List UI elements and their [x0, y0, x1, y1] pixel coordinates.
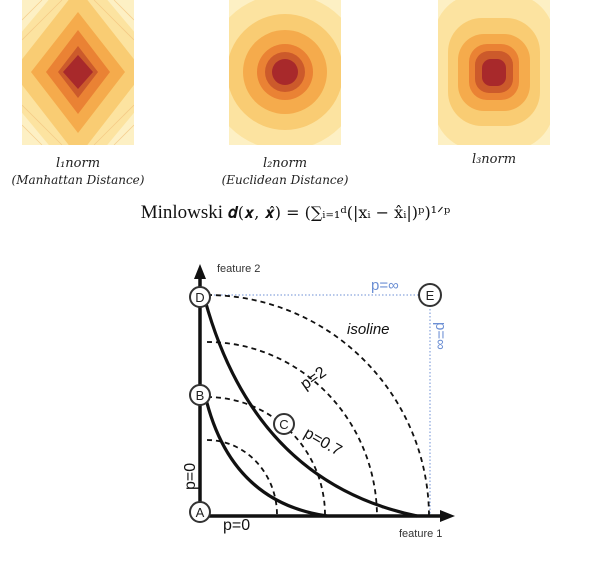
euclidean-contours — [229, 0, 341, 145]
euclidean-label: l₂norm (Euclidean Distance) — [215, 152, 355, 187]
point-c: C — [273, 413, 295, 435]
l3-norm-label: l₃norm — [471, 152, 517, 167]
axis-label-feature-1: feature 1 — [399, 528, 442, 540]
euclidean-norm-label: l₂norm — [262, 156, 308, 171]
isoline-p2-outer — [206, 294, 430, 517]
dashed-isolines — [206, 294, 430, 517]
x-axis-arrow-icon — [440, 510, 455, 522]
curve-p07-inner — [203, 394, 328, 518]
label-p-0-horizontal: p=0 — [223, 517, 250, 534]
manhattan-label: l₁norm (Manhattan Distance) — [8, 152, 148, 187]
l3-label: l₃norm — [424, 148, 564, 167]
formula-expression: 𝒅(𝒙, 𝒙̂) = (∑ᵢ₌₁ᵈ(|xᵢ − x̂ᵢ|)ᵖ)¹ᐟᵖ — [227, 203, 451, 222]
point-c-label: C — [279, 417, 288, 432]
p-infinity-boundary — [207, 294, 431, 516]
formula-word: Minlowski — [140, 202, 224, 223]
point-b: B — [189, 384, 211, 406]
point-a: A — [189, 501, 211, 523]
isoline-p2-small — [206, 439, 278, 517]
manhattan-norm-panel — [22, 0, 134, 145]
l3-norm-panel — [438, 0, 550, 145]
point-e: E — [418, 283, 442, 307]
isoline-p2-inner — [206, 396, 326, 517]
y-axis-arrow-icon — [194, 264, 206, 279]
manhattan-norm-label: l₁norm — [55, 156, 101, 171]
manhattan-contours — [22, 0, 134, 145]
axis-label-feature-2: feature 2 — [217, 263, 260, 275]
isoline-p2-mid — [206, 341, 378, 517]
minkowski-formula: Minlowski 𝒅(𝒙, 𝒙̂) = (∑ᵢ₌₁ᵈ(|xᵢ − x̂ᵢ|)ᵖ… — [0, 202, 591, 224]
curve-p07-outer — [203, 299, 418, 518]
label-p-infinity-top: p=∞ — [371, 277, 399, 294]
point-b-label: B — [196, 388, 205, 403]
point-e-label: E — [426, 288, 435, 303]
manhattan-subtitle: (Manhattan Distance) — [11, 173, 145, 187]
label-p-infinity-side: p=∞ — [432, 322, 449, 350]
point-d: D — [189, 286, 211, 308]
euclidean-norm-panel — [229, 0, 341, 145]
euclidean-subtitle: (Euclidean Distance) — [221, 173, 349, 187]
axes — [198, 274, 445, 518]
label-p-2: p=2 — [298, 364, 330, 394]
label-isoline: isoline — [347, 321, 390, 338]
point-d-label: D — [195, 290, 204, 305]
p07-curves — [203, 299, 418, 518]
label-p-0-vertical: p=0 — [182, 463, 199, 490]
point-a-label: A — [196, 505, 205, 520]
l3-contours — [438, 0, 550, 145]
minkowski-isoline-diagram: feature 2 feature 1 isoline p=2 p=0.7 p=… — [182, 263, 455, 540]
